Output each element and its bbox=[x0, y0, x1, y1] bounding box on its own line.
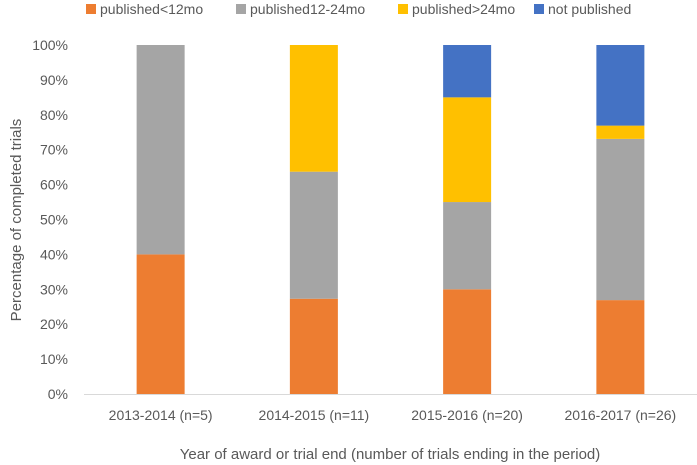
plot-area bbox=[136, 45, 645, 394]
bar-segment bbox=[443, 289, 492, 394]
y-tick-label: 60% bbox=[40, 177, 68, 193]
legend-swatch bbox=[398, 4, 408, 14]
x-axis-title: Year of award or trial end (number of tr… bbox=[180, 446, 601, 463]
legend-label: not published bbox=[548, 1, 631, 17]
x-tick-label: 2014-2015 (n=11) bbox=[259, 407, 370, 423]
x-tick-label: 2015-2016 (n=20) bbox=[411, 407, 523, 423]
y-tick-label: 70% bbox=[40, 142, 68, 158]
legend-label: published<12mo bbox=[100, 1, 203, 17]
y-tick-label: 10% bbox=[40, 351, 68, 367]
bar-segment bbox=[289, 171, 338, 299]
bar-segment bbox=[596, 300, 645, 394]
legend-label: published>24mo bbox=[412, 1, 515, 17]
bar-segment bbox=[443, 45, 492, 98]
x-tick-label: 2016-2017 (n=26) bbox=[565, 407, 677, 423]
y-tick-label: 50% bbox=[40, 212, 68, 228]
bar-segment bbox=[443, 202, 492, 290]
y-tick-label: 80% bbox=[40, 107, 68, 123]
bar-segment bbox=[289, 298, 338, 394]
y-tick-label: 20% bbox=[40, 316, 68, 332]
legend-swatch bbox=[236, 4, 246, 14]
y-axis-title: Percentage of completed trials bbox=[8, 119, 25, 322]
x-tick-label: 2013-2014 (n=5) bbox=[109, 407, 213, 423]
legend: published<12mo published12-24mo published>… bbox=[86, 1, 631, 17]
y-axis: 0% 10% 20% 30% 40% 50% 60% 70% 80% 90% 100% bbox=[32, 37, 697, 402]
bar-segment bbox=[596, 125, 645, 139]
legend-item: published>24mo bbox=[398, 1, 515, 17]
y-tick-label: 0% bbox=[48, 386, 68, 402]
bar-segment bbox=[443, 97, 492, 203]
y-tick-label: 40% bbox=[40, 246, 68, 262]
legend-swatch bbox=[534, 4, 544, 14]
y-tick-label: 30% bbox=[40, 281, 68, 297]
bar-segment bbox=[596, 138, 645, 301]
y-tick-label: 100% bbox=[32, 37, 68, 53]
y-tick-label: 90% bbox=[40, 72, 68, 88]
legend-item: not published bbox=[534, 1, 631, 17]
x-axis: 2013-2014 (n=5) 2014-2015 (n=11) 2015-2016… bbox=[109, 407, 677, 423]
bar-segment bbox=[136, 254, 185, 394]
legend-item: published12-24mo bbox=[236, 1, 365, 17]
bar-segment bbox=[289, 45, 338, 172]
legend-item: published<12mo bbox=[86, 1, 203, 17]
bar-segment bbox=[596, 45, 645, 126]
legend-swatch bbox=[86, 4, 96, 14]
legend-label: published12-24mo bbox=[250, 1, 365, 17]
bar-segment bbox=[136, 45, 185, 255]
